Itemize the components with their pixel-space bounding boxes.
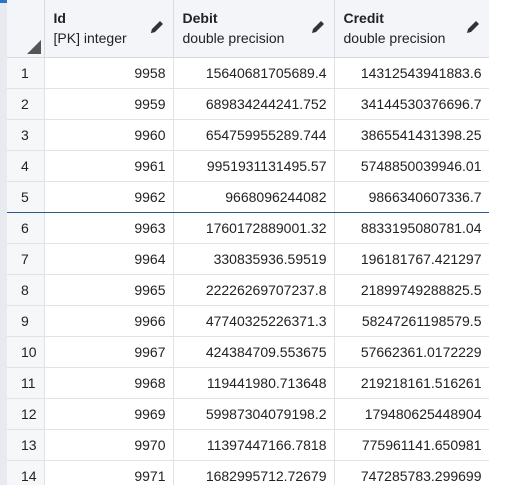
table-row[interactable]: 12 9969 59987304079198.2 179480625448904 bbox=[7, 398, 489, 430]
row-number-cell[interactable]: 1 bbox=[7, 57, 45, 89]
column-header-debit[interactable]: Debit double precision bbox=[173, 0, 335, 58]
credit-cell[interactable]: 14312543941883.6 bbox=[334, 57, 489, 89]
select-all-triangle-icon bbox=[26, 40, 41, 54]
id-cell[interactable]: 9971 bbox=[44, 460, 174, 485]
column-name: Debit bbox=[182, 10, 218, 26]
row-number-cell[interactable]: 12 bbox=[7, 398, 45, 430]
table-row[interactable]: 1 9958 15640681705689.4 14312543941883.6 bbox=[7, 57, 489, 89]
results-table: Id [PK] integer Debit double precision C… bbox=[7, 0, 489, 485]
table-row[interactable]: 2 9959 689834244241.752 34144530376696.7 bbox=[7, 88, 489, 120]
id-cell[interactable]: 9961 bbox=[44, 150, 174, 182]
edit-pencil-icon[interactable] bbox=[310, 19, 326, 35]
credit-cell[interactable]: 196181767.421297 bbox=[334, 243, 489, 275]
table-row[interactable]: 3 9960 654759955289.744 3865541431398.25 bbox=[7, 119, 489, 151]
row-number-cell[interactable]: 6 bbox=[7, 212, 45, 244]
id-cell[interactable]: 9970 bbox=[44, 429, 174, 461]
data-grid[interactable]: Id [PK] integer Debit double precision C… bbox=[7, 0, 489, 485]
column-type: double precision bbox=[343, 30, 446, 46]
debit-cell[interactable]: 1760172889001.32 bbox=[173, 212, 335, 244]
credit-cell[interactable]: 58247261198579.5 bbox=[334, 305, 489, 337]
table-row[interactable]: 14 9971 1682995712.72679 747285783.299699 bbox=[7, 460, 489, 485]
debit-cell[interactable]: 15640681705689.4 bbox=[173, 57, 335, 89]
debit-cell[interactable]: 59987304079198.2 bbox=[173, 398, 335, 430]
debit-cell[interactable]: 689834244241.752 bbox=[173, 88, 335, 120]
table-row[interactable]: 8 9965 22226269707237.8 21899749288825.5 bbox=[7, 274, 489, 306]
id-cell[interactable]: 9964 bbox=[44, 243, 174, 275]
left-edge-bar bbox=[0, 0, 7, 485]
select-all-corner[interactable] bbox=[7, 0, 45, 58]
debit-cell[interactable]: 22226269707237.8 bbox=[173, 274, 335, 306]
credit-cell[interactable]: 3865541431398.25 bbox=[334, 119, 489, 151]
debit-cell[interactable]: 424384709.553675 bbox=[173, 336, 335, 368]
credit-cell[interactable]: 57662361.0172229 bbox=[334, 336, 489, 368]
column-type: double precision bbox=[182, 30, 285, 46]
credit-cell[interactable]: 34144530376696.7 bbox=[334, 88, 489, 120]
row-number-cell[interactable]: 13 bbox=[7, 429, 45, 461]
id-cell[interactable]: 9966 bbox=[44, 305, 174, 337]
row-number-cell[interactable]: 4 bbox=[7, 150, 45, 182]
debit-cell[interactable]: 11397447166.7818 bbox=[173, 429, 335, 461]
header-row: Id [PK] integer Debit double precision C… bbox=[7, 0, 489, 58]
table-row[interactable]: 5 9962 9668096244082 9866340607336.7 bbox=[7, 181, 489, 213]
credit-cell[interactable]: 775961141.650981 bbox=[334, 429, 489, 461]
row-number-cell[interactable]: 7 bbox=[7, 243, 45, 275]
id-cell[interactable]: 9969 bbox=[44, 398, 174, 430]
credit-cell[interactable]: 9866340607336.7 bbox=[334, 181, 489, 213]
row-number-cell[interactable]: 10 bbox=[7, 336, 45, 368]
credit-cell[interactable]: 21899749288825.5 bbox=[334, 274, 489, 306]
column-name: Id bbox=[53, 10, 66, 26]
table-row[interactable]: 9 9966 47740325226371.3 58247261198579.5 bbox=[7, 305, 489, 337]
id-cell[interactable]: 9962 bbox=[44, 181, 174, 213]
debit-cell[interactable]: 119441980.713648 bbox=[173, 367, 335, 399]
debit-cell[interactable]: 9951931131495.57 bbox=[173, 150, 335, 182]
id-cell[interactable]: 9958 bbox=[44, 57, 174, 89]
edit-pencil-icon[interactable] bbox=[465, 19, 481, 35]
id-cell[interactable]: 9960 bbox=[44, 119, 174, 151]
id-cell[interactable]: 9967 bbox=[44, 336, 174, 368]
table-row[interactable]: 13 9970 11397447166.7818 775961141.650981 bbox=[7, 429, 489, 461]
table-row[interactable]: 11 9968 119441980.713648 219218161.516261 bbox=[7, 367, 489, 399]
credit-cell[interactable]: 8833195080781.04 bbox=[334, 212, 489, 244]
id-cell[interactable]: 9965 bbox=[44, 274, 174, 306]
credit-cell[interactable]: 219218161.516261 bbox=[334, 367, 489, 399]
debit-cell[interactable]: 1682995712.72679 bbox=[173, 460, 335, 485]
row-number-cell[interactable]: 14 bbox=[7, 460, 45, 485]
table-row[interactable]: 7 9964 330835936.59519 196181767.421297 bbox=[7, 243, 489, 275]
credit-cell[interactable]: 5748850039946.01 bbox=[334, 150, 489, 182]
credit-cell[interactable]: 747285783.299699 bbox=[334, 460, 489, 485]
id-cell[interactable]: 9959 bbox=[44, 88, 174, 120]
debit-cell[interactable]: 47740325226371.3 bbox=[173, 305, 335, 337]
row-number-cell[interactable]: 2 bbox=[7, 88, 45, 120]
credit-cell[interactable]: 179480625448904 bbox=[334, 398, 489, 430]
table-row[interactable]: 4 9961 9951931131495.57 5748850039946.01 bbox=[7, 150, 489, 182]
column-name: Credit bbox=[343, 10, 384, 26]
row-number-cell[interactable]: 9 bbox=[7, 305, 45, 337]
row-number-cell[interactable]: 8 bbox=[7, 274, 45, 306]
id-cell[interactable]: 9963 bbox=[44, 212, 174, 244]
debit-cell[interactable]: 330835936.59519 bbox=[173, 243, 335, 275]
debit-cell[interactable]: 9668096244082 bbox=[173, 181, 335, 213]
id-cell[interactable]: 9968 bbox=[44, 367, 174, 399]
column-header-credit[interactable]: Credit double precision bbox=[334, 0, 489, 58]
table-row[interactable]: 6 9963 1760172889001.32 8833195080781.04 bbox=[7, 212, 489, 244]
table-row[interactable]: 10 9967 424384709.553675 57662361.0172229 bbox=[7, 336, 489, 368]
column-header-id[interactable]: Id [PK] integer bbox=[44, 0, 174, 58]
edit-pencil-icon[interactable] bbox=[149, 19, 165, 35]
row-number-cell[interactable]: 11 bbox=[7, 367, 45, 399]
row-number-cell[interactable]: 3 bbox=[7, 119, 45, 151]
debit-cell[interactable]: 654759955289.744 bbox=[173, 119, 335, 151]
column-type: [PK] integer bbox=[53, 30, 127, 46]
row-number-cell[interactable]: 5 bbox=[7, 181, 45, 213]
